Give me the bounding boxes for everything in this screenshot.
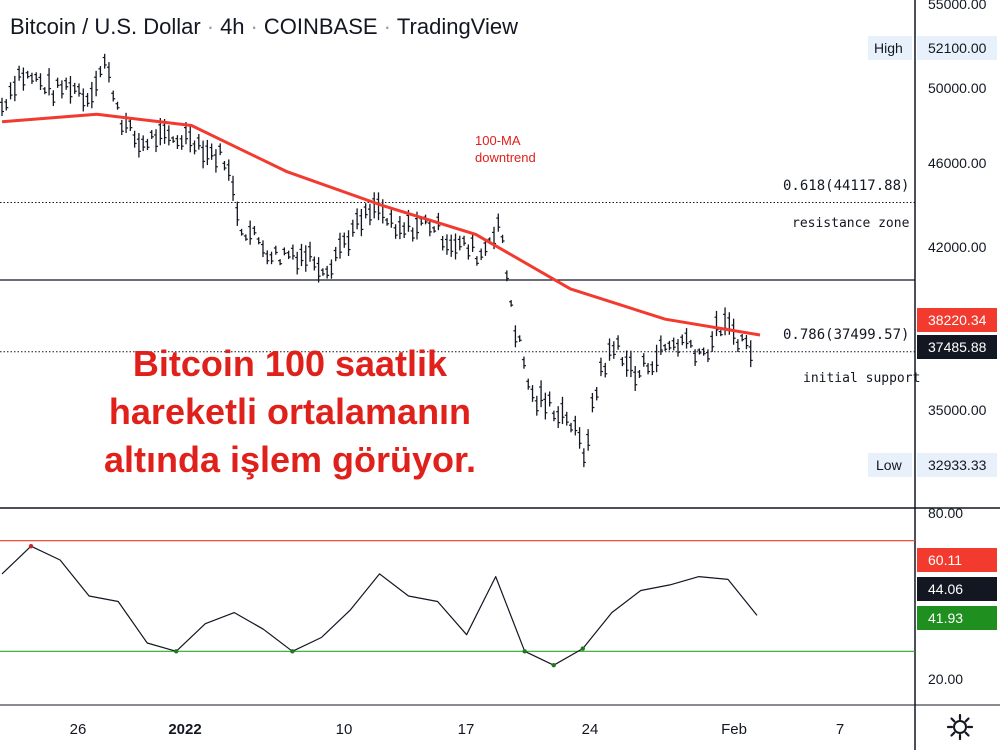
high-value-bg	[917, 36, 997, 60]
low-value-bg	[917, 453, 997, 477]
rsi-oversold-point	[580, 646, 585, 651]
settings-gear-icon[interactable]	[945, 712, 975, 742]
time-tick: Feb	[721, 721, 747, 738]
price-tick: 50000.00	[928, 80, 987, 96]
price-axis[interactable]: 55000.00 50000.00 46000.00 42000.00 35000.00…	[868, 0, 997, 477]
time-tick: 24	[582, 721, 599, 738]
rsi-oversold-point	[551, 662, 556, 668]
time-tick: 10	[336, 721, 353, 738]
time-tick: 2022	[168, 721, 201, 738]
ma-100-line	[1, 112, 761, 337]
rsi-value-1: 60.11	[928, 552, 962, 568]
resistance-zone-label: resistance zone	[792, 216, 910, 231]
time-axis[interactable]: 26 2022 10 17 24 Feb 7	[70, 721, 845, 738]
price-tick: 35000.00	[928, 402, 987, 418]
ma-annotation: 100-MA downtrend	[475, 132, 536, 166]
price-tick: 55000.00	[928, 0, 987, 12]
rsi-axis[interactable]: 80.00 20.00 60.11 44.06 41.93	[917, 505, 997, 687]
low-tag: Low	[876, 457, 903, 473]
rsi-value-2-bg	[917, 577, 997, 601]
rsi-tick: 80.00	[928, 505, 963, 521]
high-tag-bg	[868, 36, 912, 60]
ma-value-badge-bg	[917, 308, 997, 332]
rsi-pane[interactable]	[0, 540, 915, 668]
rsi-line	[1, 545, 758, 666]
interval[interactable]: 4h	[220, 14, 245, 39]
time-tick: 17	[458, 721, 475, 738]
overlay-line-3: altında işlem görüyor.	[103, 439, 477, 480]
ma-annotation-line1: 100-MA	[475, 133, 521, 148]
price-tick: 46000.00	[928, 155, 987, 171]
price-pane[interactable]	[0, 53, 915, 468]
rsi-tick: 20.00	[928, 671, 963, 687]
rsi-value-2: 44.06	[928, 581, 963, 597]
rsi-oversold-point	[522, 649, 527, 654]
rsi-value-1-bg	[917, 548, 997, 572]
last-price-badge-bg	[917, 335, 997, 359]
high-tag: High	[874, 40, 903, 56]
rsi-oversold-point	[290, 649, 295, 654]
low-value: 32933.33	[928, 457, 987, 473]
rsi-value-3: 41.93	[928, 610, 963, 626]
platform: TradingView	[396, 14, 518, 39]
high-value: 52100.00	[928, 40, 987, 56]
fib-786-label: 0.786(37499.57)	[783, 327, 910, 343]
initial-support-label: initial support	[803, 371, 921, 386]
exchange: COINBASE	[263, 14, 378, 39]
ma-annotation-line2: downtrend	[475, 150, 536, 165]
candles	[0, 53, 753, 468]
last-price-badge: 37485.88	[928, 339, 987, 355]
time-tick: 26	[70, 721, 87, 738]
ma-value-badge: 38220.34	[928, 312, 987, 328]
rsi-overbought-point	[28, 544, 34, 549]
low-tag-bg	[868, 453, 912, 477]
chart-header: Bitcoin / U.S. Dollar · 4h · COINBASE · Tradin…	[10, 14, 518, 39]
overlay-line-1: Bitcoin 100 saatlik	[132, 343, 448, 384]
rsi-oversold-point	[174, 649, 179, 654]
overlay-caption: Bitcoin 100 saatlik hareketli ortalamanı…	[55, 340, 525, 484]
fib-618-label: 0.618(44117.88)	[783, 178, 910, 194]
rsi-value-3-bg	[917, 606, 997, 630]
overlay-line-2: hareketli ortalamanın	[108, 391, 472, 432]
price-tick: 42000.00	[928, 239, 987, 255]
symbol-name[interactable]: Bitcoin / U.S. Dollar	[10, 14, 201, 39]
time-tick: 7	[836, 721, 844, 738]
